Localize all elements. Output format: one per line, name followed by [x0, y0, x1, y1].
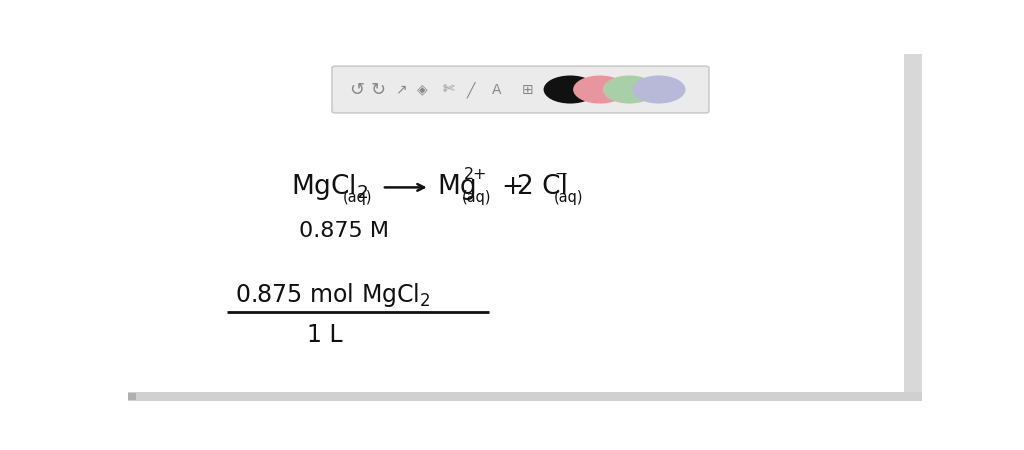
Text: 1 L: 1 L: [306, 323, 342, 346]
Text: −: −: [554, 167, 567, 182]
Text: MgCl$_2$: MgCl$_2$: [291, 172, 369, 202]
Text: 0.875 mol MgCl$_2$: 0.875 mol MgCl$_2$: [236, 281, 431, 309]
Bar: [904, 54, 922, 392]
Text: 2 Cl: 2 Cl: [517, 175, 567, 200]
Text: Mg: Mg: [437, 175, 477, 200]
Text: ╱: ╱: [466, 81, 475, 98]
Text: A: A: [492, 82, 501, 96]
Ellipse shape: [632, 76, 685, 104]
Text: ↻: ↻: [371, 81, 386, 99]
Bar: [128, 392, 136, 400]
Text: ✄: ✄: [442, 82, 455, 96]
Text: (aq): (aq): [342, 189, 372, 205]
Text: (aq): (aq): [554, 189, 584, 205]
Text: ◈: ◈: [418, 82, 428, 96]
Bar: [128, 392, 922, 400]
Ellipse shape: [603, 76, 656, 104]
Text: ↺: ↺: [348, 81, 364, 99]
Text: ⊞: ⊞: [522, 82, 534, 96]
Text: (aq): (aq): [461, 189, 490, 205]
Text: 0.875 M: 0.875 M: [299, 220, 389, 241]
Text: ↗: ↗: [394, 82, 407, 96]
Ellipse shape: [573, 76, 627, 104]
Ellipse shape: [544, 76, 597, 104]
FancyBboxPatch shape: [332, 66, 709, 113]
Text: +: +: [501, 175, 523, 200]
Text: 2+: 2+: [464, 167, 487, 182]
